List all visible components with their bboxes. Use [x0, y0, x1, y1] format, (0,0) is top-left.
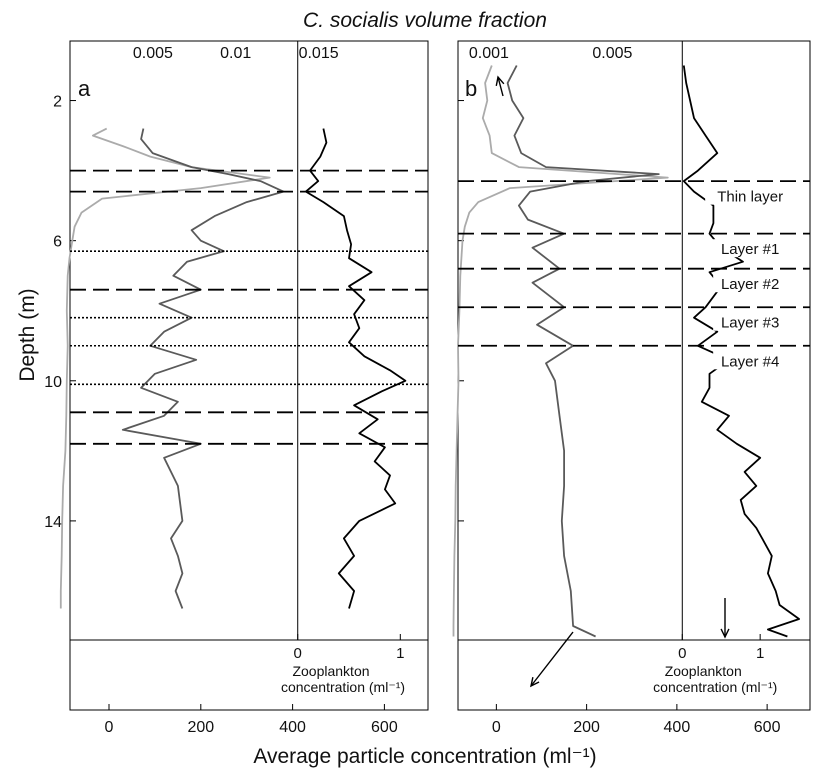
- bottom-tick-label: 200: [187, 719, 214, 736]
- bottom-tick-label: 0: [105, 719, 114, 736]
- annotation-bg: [713, 274, 788, 293]
- top-title-text: C. socialis volume fraction: [303, 9, 547, 32]
- annotation-label: Layer #4: [721, 353, 779, 370]
- bottom-tick-label: 600: [754, 719, 781, 736]
- y-tick-label: 14: [44, 514, 62, 531]
- panel-label: a: [78, 76, 91, 101]
- series-line-2: [304, 128, 407, 609]
- zoo-axis-label-line2: concentration (ml⁻¹): [281, 679, 405, 695]
- zoo-tick-label: 0: [678, 645, 686, 662]
- zoo-tick-label: 1: [756, 645, 764, 662]
- annotation-label: Layer #3: [721, 315, 779, 332]
- series-line-1: [506, 65, 660, 638]
- zoo-tick-label: 1: [396, 645, 404, 662]
- panel-frame: [69, 40, 429, 711]
- arrow-head: [530, 677, 540, 688]
- annotation-bg: [713, 351, 788, 370]
- annotation-label: Layer #1: [721, 241, 779, 258]
- top-tick-label: 0.015: [299, 45, 339, 62]
- top-title: C. socialis volume fraction: [303, 9, 547, 32]
- bottom-tick-label: 400: [279, 719, 306, 736]
- y-tick-label: 10: [44, 374, 62, 391]
- panel-a: a2 6 10 14 0.005 0.01 0.015 0 200 400 600 0 1 Zooplan…: [44, 40, 429, 736]
- series-line-0: [59, 127, 271, 609]
- bottom-title: Average particle concentration (ml⁻¹): [253, 745, 596, 768]
- top-tick-label: 0.01: [220, 45, 251, 62]
- annotation-label: Thin layer: [717, 189, 783, 206]
- zoo-axis-label-line1: Zooplankton: [665, 663, 742, 679]
- panel-frame: [457, 40, 811, 711]
- arrow-shaft: [497, 76, 504, 97]
- arrow-head: [495, 75, 505, 86]
- series-line-1: [121, 128, 285, 609]
- zoo-tick-label: 0: [294, 645, 302, 662]
- annotation-bg: [713, 239, 788, 258]
- bottom-tick-label: 400: [664, 719, 691, 736]
- panel-b: b 0.005 0.001 0 200 400 600 0 1 Zooplanktonconcen…: [452, 40, 811, 736]
- annotation-bg: [705, 186, 796, 205]
- annotation-bg: [713, 312, 788, 331]
- series-line-0: [452, 65, 669, 637]
- top-tick-label: 0.001: [469, 45, 509, 62]
- annotation-label: Layer #2: [721, 276, 779, 293]
- bottom-tick-label: 600: [371, 719, 398, 736]
- zoo-axis-label-line2: concentration (ml⁻¹): [653, 679, 777, 695]
- arrow-shaft: [530, 631, 574, 687]
- zoo-axis-label-line1: Zooplankton: [292, 663, 369, 679]
- bottom-tick-label: 0: [492, 719, 501, 736]
- arrow-head: [720, 628, 730, 639]
- series-line-2: [682, 65, 800, 638]
- y-tick-label: 2: [53, 94, 62, 111]
- y-tick-label: 6: [53, 234, 62, 251]
- top-tick-label: 0.005: [133, 45, 173, 62]
- panel-label: b: [465, 76, 477, 101]
- top-tick-label: 0.005: [592, 45, 632, 62]
- y-axis-label: Depth (m): [16, 288, 39, 381]
- bottom-tick-label: 200: [573, 719, 600, 736]
